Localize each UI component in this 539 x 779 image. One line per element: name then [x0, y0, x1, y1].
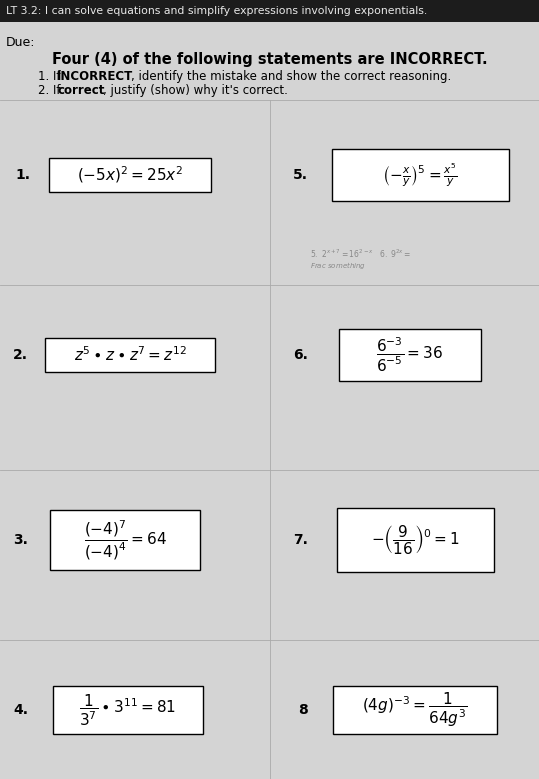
Text: $5.\ 2^{x+7}=16^{2-x}$   $6.\ 9^{2x}=$: $5.\ 2^{x+7}=16^{2-x}$ $6.\ 9^{2x}=$ — [310, 248, 411, 260]
Text: 7.: 7. — [293, 533, 308, 547]
Text: INCORRECT: INCORRECT — [57, 70, 133, 83]
Text: $\mathit{Frac\ something}$: $\mathit{Frac\ something}$ — [310, 260, 366, 271]
FancyBboxPatch shape — [53, 686, 203, 734]
Text: correct: correct — [57, 84, 105, 97]
Text: $\dfrac{(-4)^7}{(-4)^4} = 64$: $\dfrac{(-4)^7}{(-4)^4} = 64$ — [84, 518, 167, 562]
FancyBboxPatch shape — [333, 686, 497, 734]
Text: LT 3.2: I can solve equations and simplify expressions involving exponentials.: LT 3.2: I can solve equations and simpli… — [6, 6, 427, 16]
FancyBboxPatch shape — [331, 149, 508, 201]
Text: 4.: 4. — [13, 703, 28, 717]
Text: 8: 8 — [298, 703, 308, 717]
Text: $\dfrac{1}{3^7}\bullet 3^{11} = 81$: $\dfrac{1}{3^7}\bullet 3^{11} = 81$ — [79, 693, 177, 728]
FancyBboxPatch shape — [45, 338, 215, 372]
Bar — [0, 0, 539, 22]
Text: $(4g)^{-3} = \dfrac{1}{64g^3}$: $(4g)^{-3} = \dfrac{1}{64g^3}$ — [362, 691, 468, 729]
Text: 2. If: 2. If — [38, 84, 64, 97]
Text: $(-5x)^2 = 25x^2$: $(-5x)^2 = 25x^2$ — [77, 164, 183, 185]
FancyBboxPatch shape — [339, 329, 481, 381]
Text: , justify (show) why it's correct.: , justify (show) why it's correct. — [103, 84, 288, 97]
FancyBboxPatch shape — [50, 510, 200, 570]
Text: $-\left(\dfrac{9}{16}\right)^0 = 1$: $-\left(\dfrac{9}{16}\right)^0 = 1$ — [371, 523, 459, 556]
Text: 1.: 1. — [15, 168, 30, 182]
Text: Due:: Due: — [6, 36, 36, 49]
Text: 6.: 6. — [293, 348, 308, 362]
Text: , identify the mistake and show the correct reasoning.: , identify the mistake and show the corr… — [131, 70, 451, 83]
Text: 1. If: 1. If — [38, 70, 64, 83]
Text: 3.: 3. — [13, 533, 28, 547]
FancyBboxPatch shape — [49, 158, 211, 192]
Text: 5.: 5. — [293, 168, 308, 182]
Text: $\dfrac{6^{-3}}{6^{-5}} = 36$: $\dfrac{6^{-3}}{6^{-5}} = 36$ — [376, 336, 444, 374]
Text: Four (4) of the following statements are INCORRECT.: Four (4) of the following statements are… — [52, 52, 487, 67]
FancyBboxPatch shape — [336, 508, 494, 572]
Text: 2.: 2. — [13, 348, 28, 362]
Text: $z^5\bullet z\bullet z^7 = z^{12}$: $z^5\bullet z\bullet z^7 = z^{12}$ — [73, 346, 186, 365]
Text: $\left(-\frac{x}{y}\right)^5 = \frac{x^5}{y}$: $\left(-\frac{x}{y}\right)^5 = \frac{x^5… — [382, 161, 458, 189]
